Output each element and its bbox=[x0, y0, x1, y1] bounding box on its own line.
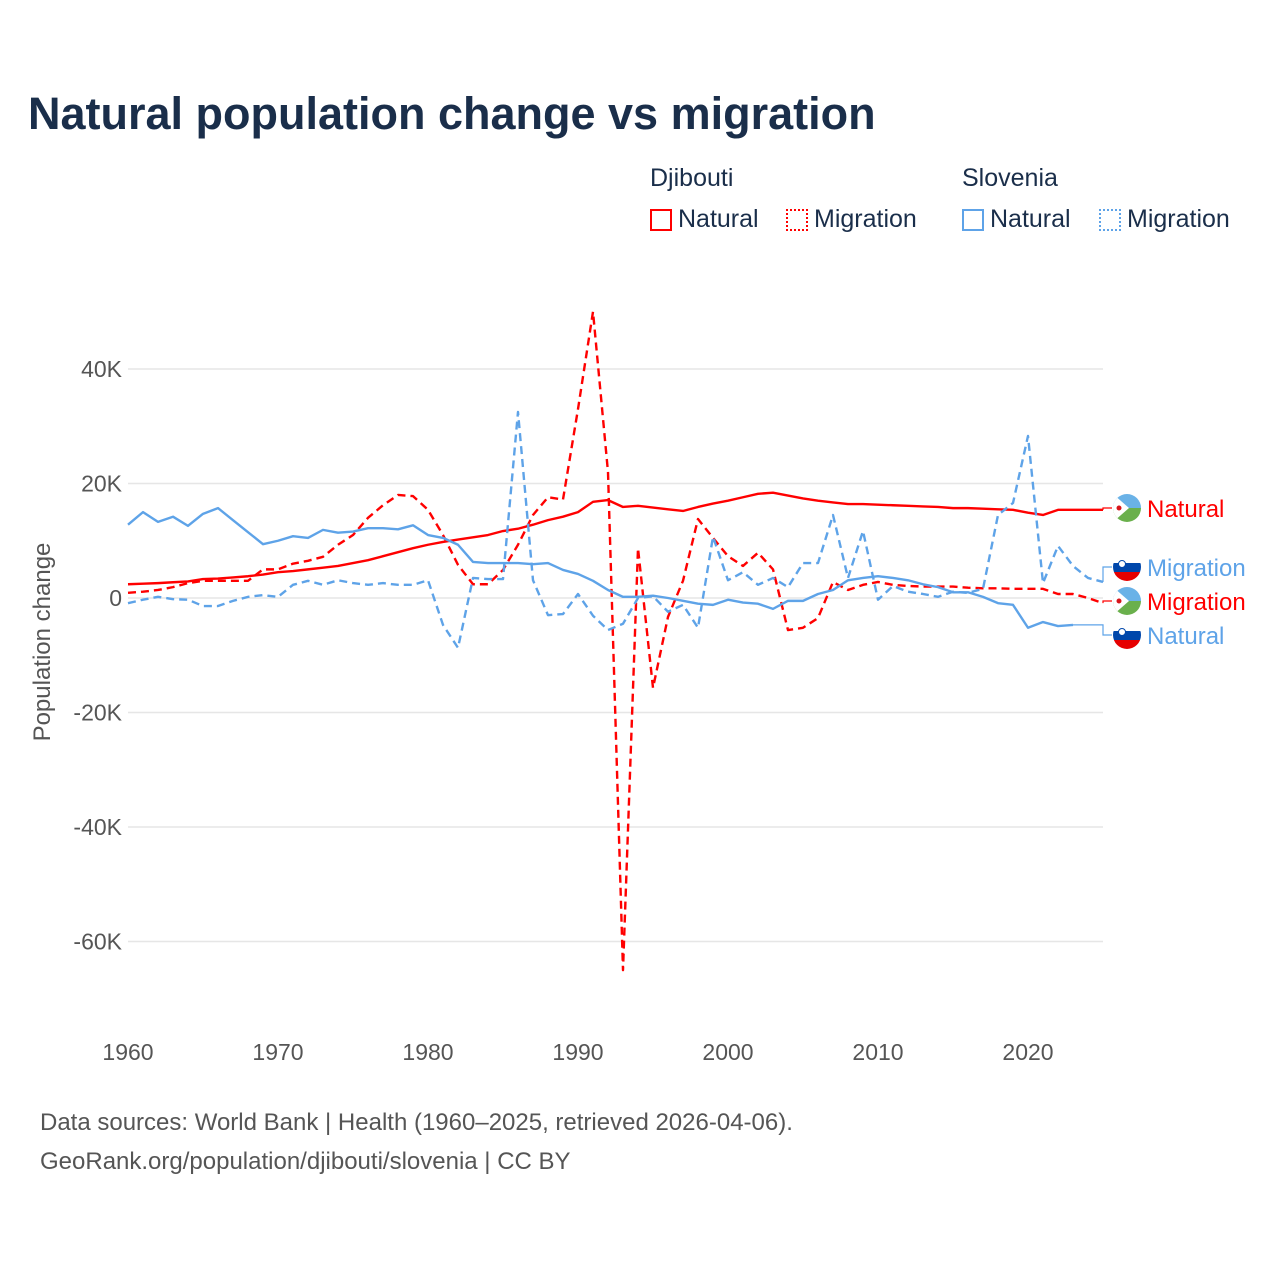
chart-title: Natural population change vs migration bbox=[28, 88, 876, 139]
end-label: Natural bbox=[1147, 496, 1224, 523]
footer-sources: Data sources: World Bank | Health (1960–… bbox=[40, 1109, 793, 1136]
y-tick-label: -40K bbox=[73, 814, 122, 840]
flag-slovenia-icon bbox=[1113, 621, 1141, 649]
end-label-connector bbox=[1102, 600, 1112, 604]
x-tick-label: 1980 bbox=[402, 1039, 453, 1065]
series-line-djibouti-natural[interactable] bbox=[127, 491, 1103, 586]
x-tick-label: 2010 bbox=[852, 1039, 903, 1065]
legend-djibouti-migration[interactable]: Migration bbox=[786, 205, 917, 234]
flag-djibouti-icon bbox=[1113, 587, 1141, 615]
y-tick-label: -20K bbox=[73, 700, 122, 726]
y-tick-label: 40K bbox=[81, 356, 123, 382]
x-tick-label: 2000 bbox=[702, 1039, 753, 1065]
end-label: Natural bbox=[1147, 623, 1224, 650]
y-tick-label: 0 bbox=[109, 585, 122, 611]
end-label-connector bbox=[1102, 566, 1112, 582]
series-line-djibouti-migration[interactable] bbox=[127, 310, 1104, 972]
x-tick-label: 1990 bbox=[552, 1039, 603, 1065]
flag-slovenia-icon bbox=[1113, 553, 1141, 581]
legend-label: Migration bbox=[814, 205, 917, 233]
legend-djibouti-natural[interactable]: Natural bbox=[650, 205, 759, 234]
series-line-slovenia-natural[interactable] bbox=[127, 506, 1074, 629]
legend-swatch-solid bbox=[962, 208, 984, 231]
legend-label: Natural bbox=[990, 205, 1071, 233]
footer-link[interactable]: GeoRank.org/population/djibouti/slovenia… bbox=[40, 1148, 571, 1175]
x-tick-label: 1970 bbox=[252, 1039, 303, 1065]
flag-djibouti-icon bbox=[1113, 494, 1141, 522]
legend-swatch-dotted bbox=[786, 208, 808, 231]
end-label-connector bbox=[1073, 624, 1112, 636]
series-line-slovenia-migration[interactable] bbox=[127, 410, 1104, 650]
legend-group-slovenia: Slovenia bbox=[962, 164, 1058, 192]
y-axis-label: Population change bbox=[29, 543, 56, 742]
legend-label: Natural bbox=[678, 205, 759, 233]
legend-swatch-dotted bbox=[1099, 208, 1121, 231]
x-tick-label: 2020 bbox=[1002, 1039, 1053, 1065]
legend-swatch-solid bbox=[650, 208, 672, 231]
legend-group-djibouti: Djibouti bbox=[650, 164, 734, 192]
x-tick-label: 1960 bbox=[102, 1039, 153, 1065]
end-label: Migration bbox=[1147, 589, 1246, 616]
y-tick-label: -60K bbox=[73, 929, 122, 955]
end-label: Migration bbox=[1147, 555, 1246, 582]
legend-slovenia-natural[interactable]: Natural bbox=[962, 205, 1071, 234]
end-label-connector bbox=[1102, 507, 1112, 510]
legend-label: Migration bbox=[1127, 205, 1230, 233]
legend-slovenia-migration[interactable]: Migration bbox=[1099, 205, 1230, 234]
y-tick-label: 20K bbox=[81, 471, 123, 497]
